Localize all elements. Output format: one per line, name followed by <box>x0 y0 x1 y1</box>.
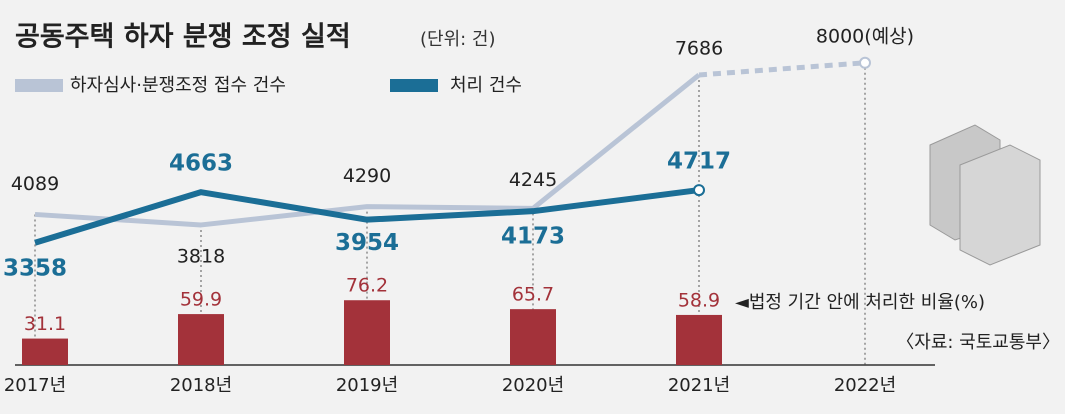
bar-label: 31.1 <box>24 313 66 335</box>
bar <box>510 309 556 365</box>
legend-label: 처리 건수 <box>450 75 522 96</box>
bar-label: 65.7 <box>512 284 554 306</box>
value-label: 7686 <box>675 37 723 59</box>
value-label: 4717 <box>667 149 731 175</box>
x-tick-label: 2018년 <box>170 375 232 396</box>
value-label: 3358 <box>3 255 67 281</box>
value-label: 4290 <box>343 165 391 187</box>
legend-swatch <box>15 79 63 92</box>
bar-label: 59.9 <box>180 289 222 311</box>
end-point <box>859 56 871 69</box>
bar <box>344 300 390 365</box>
series-line <box>34 73 701 228</box>
x-tick-label: 2022년 <box>834 375 896 396</box>
value-label: 3818 <box>177 245 225 267</box>
bar <box>676 314 722 365</box>
legend-swatch <box>390 79 438 92</box>
value-label: 8000(예상) <box>816 25 914 47</box>
source: 〈자료: 국토교통부〉 <box>896 332 1060 353</box>
building-icon <box>929 124 1041 266</box>
legend-label: 하자심사·분쟁조정 접수 건수 <box>70 75 286 96</box>
value-label: 4663 <box>169 151 233 177</box>
value-label: 4245 <box>509 169 557 191</box>
bar <box>22 338 68 365</box>
value-label: 4089 <box>11 173 59 195</box>
value-label: 4173 <box>501 224 565 250</box>
x-tick-label: 2021년 <box>668 375 730 396</box>
bar-label: 76.2 <box>346 275 388 297</box>
x-tick-label: 2019년 <box>336 375 398 396</box>
x-tick-label: 2017년 <box>4 375 66 396</box>
end-point <box>693 184 705 197</box>
chart-title: 공동주택 하자 분쟁 조정 실적 <box>15 22 351 53</box>
x-tick-label: 2020년 <box>502 375 564 396</box>
series-line <box>34 187 700 246</box>
bar-label: 58.9 <box>678 289 720 311</box>
chart-subtitle: (단위: 건) <box>420 29 496 50</box>
bar-note: ◄법정 기간 안에 처리한 비율(%) <box>735 292 985 313</box>
value-label: 3954 <box>335 230 399 256</box>
bar <box>178 314 224 365</box>
